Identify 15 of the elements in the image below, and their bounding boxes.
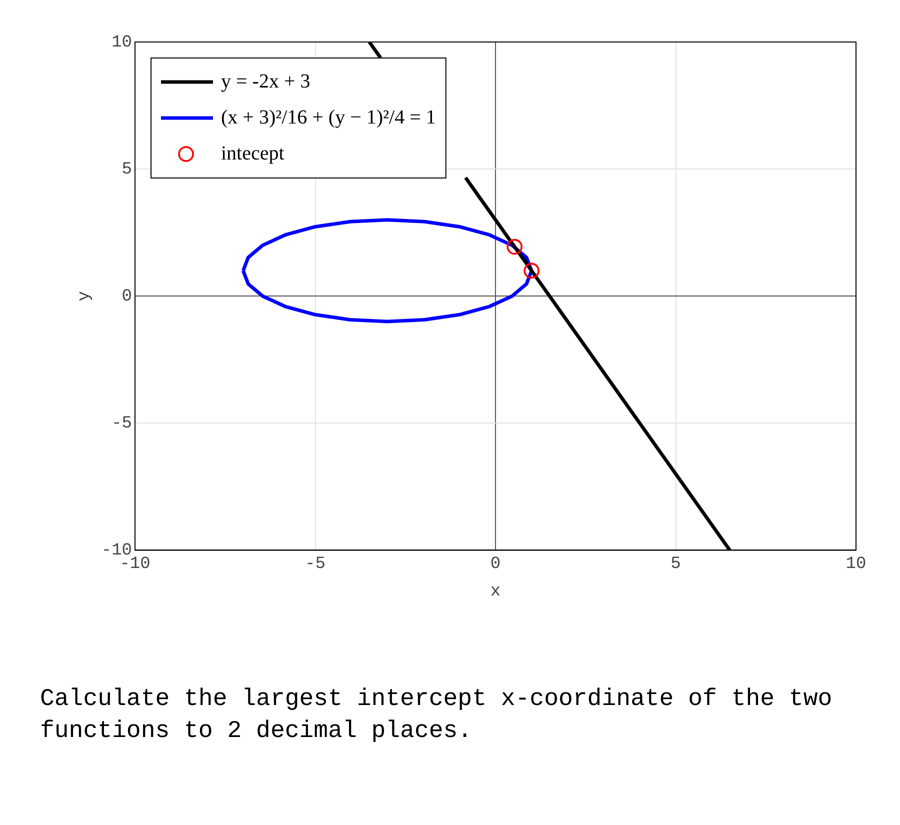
y-tick-label: 0 <box>122 288 132 307</box>
x-tick-label: 0 <box>490 554 501 574</box>
y-axis-title: y <box>76 291 95 302</box>
legend-label: (x + 3)²/16 + (y − 1)²/4 = 1 <box>221 106 436 128</box>
x-axis-title: x <box>490 582 501 602</box>
x-tick-label: -5 <box>305 554 326 574</box>
text: Calculate the largest intercept x-coordinate of the two functions to 2 decimal places. <box>40 685 834 747</box>
x-tick-label: 10 <box>846 554 866 574</box>
x-tick-label: 5 <box>670 554 681 574</box>
y-tick-label: 10 <box>112 34 132 52</box>
y-tick-label: -5 <box>112 414 132 434</box>
y-tick-label: -10 <box>101 542 132 561</box>
legend-label: y = -2x + 3 <box>221 70 310 92</box>
legend-label: intecept <box>221 142 285 164</box>
y-tick-label: 5 <box>122 160 132 180</box>
